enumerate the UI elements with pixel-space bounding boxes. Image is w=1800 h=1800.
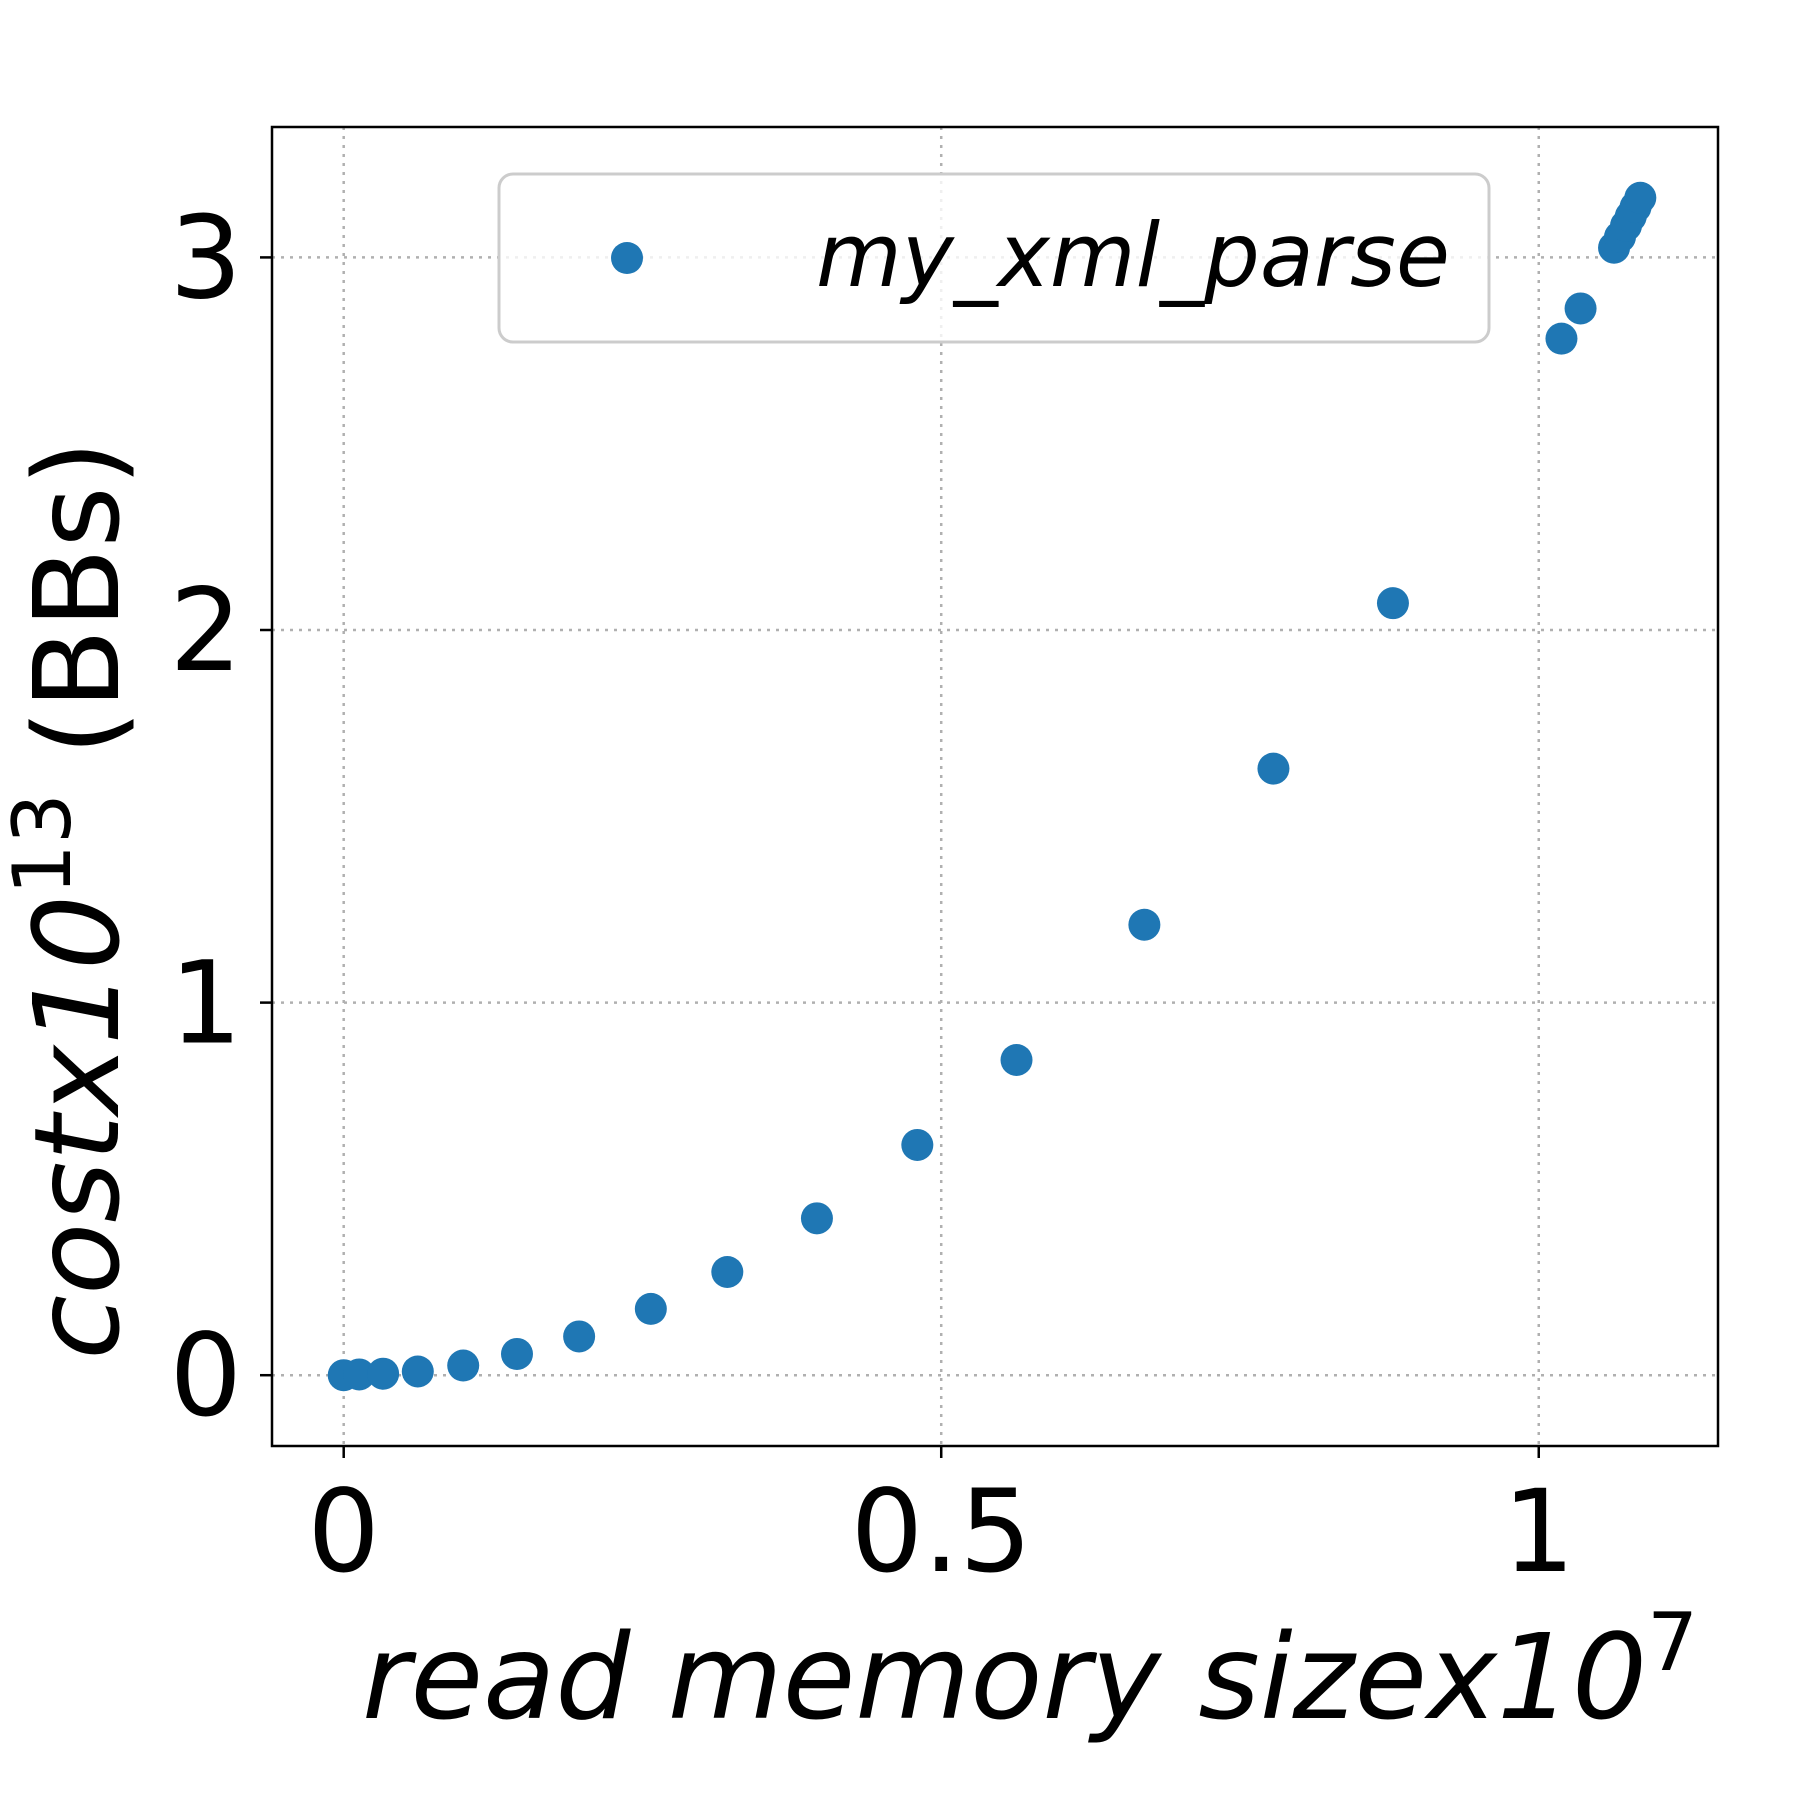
y-axis-label: costx1013 (BBs) bbox=[0, 440, 146, 1360]
data-point bbox=[634, 1292, 667, 1325]
data-point bbox=[401, 1355, 434, 1388]
data-point bbox=[711, 1255, 744, 1288]
legend-marker bbox=[611, 242, 643, 274]
data-point bbox=[901, 1128, 934, 1161]
x-tick-label: 0 bbox=[307, 1465, 380, 1598]
axis-ticks: 0 0.5 1 0 1 2 3 bbox=[169, 191, 1575, 1598]
y-tick-label: 2 bbox=[169, 564, 242, 697]
data-point bbox=[1545, 322, 1578, 355]
x-tick-label: 1 bbox=[1502, 1465, 1575, 1598]
y-tick-label: 3 bbox=[169, 191, 242, 324]
y-tick-label: 0 bbox=[169, 1309, 242, 1442]
data-point bbox=[500, 1337, 533, 1370]
legend-box bbox=[497, 172, 1491, 344]
plot-frame bbox=[270, 125, 1720, 1448]
data-point bbox=[343, 1358, 376, 1391]
data-point bbox=[447, 1349, 480, 1382]
legend: my_xml_parse bbox=[497, 172, 1491, 344]
data-point bbox=[1000, 1043, 1033, 1076]
x-tick-label: 0.5 bbox=[851, 1465, 1032, 1598]
data-point bbox=[1376, 587, 1409, 620]
legend-label: my_xml_parse bbox=[816, 204, 1450, 307]
data-point bbox=[800, 1202, 833, 1235]
y-tick-label: 1 bbox=[169, 937, 242, 1070]
data-point bbox=[1564, 292, 1597, 325]
data-point bbox=[1257, 752, 1290, 785]
data-points bbox=[327, 181, 1657, 1392]
x-axis-label: read memory sizex107 bbox=[362, 1596, 1698, 1746]
data-point bbox=[367, 1357, 400, 1390]
data-point bbox=[1624, 181, 1657, 214]
data-point bbox=[1128, 908, 1161, 941]
data-point bbox=[563, 1320, 596, 1353]
